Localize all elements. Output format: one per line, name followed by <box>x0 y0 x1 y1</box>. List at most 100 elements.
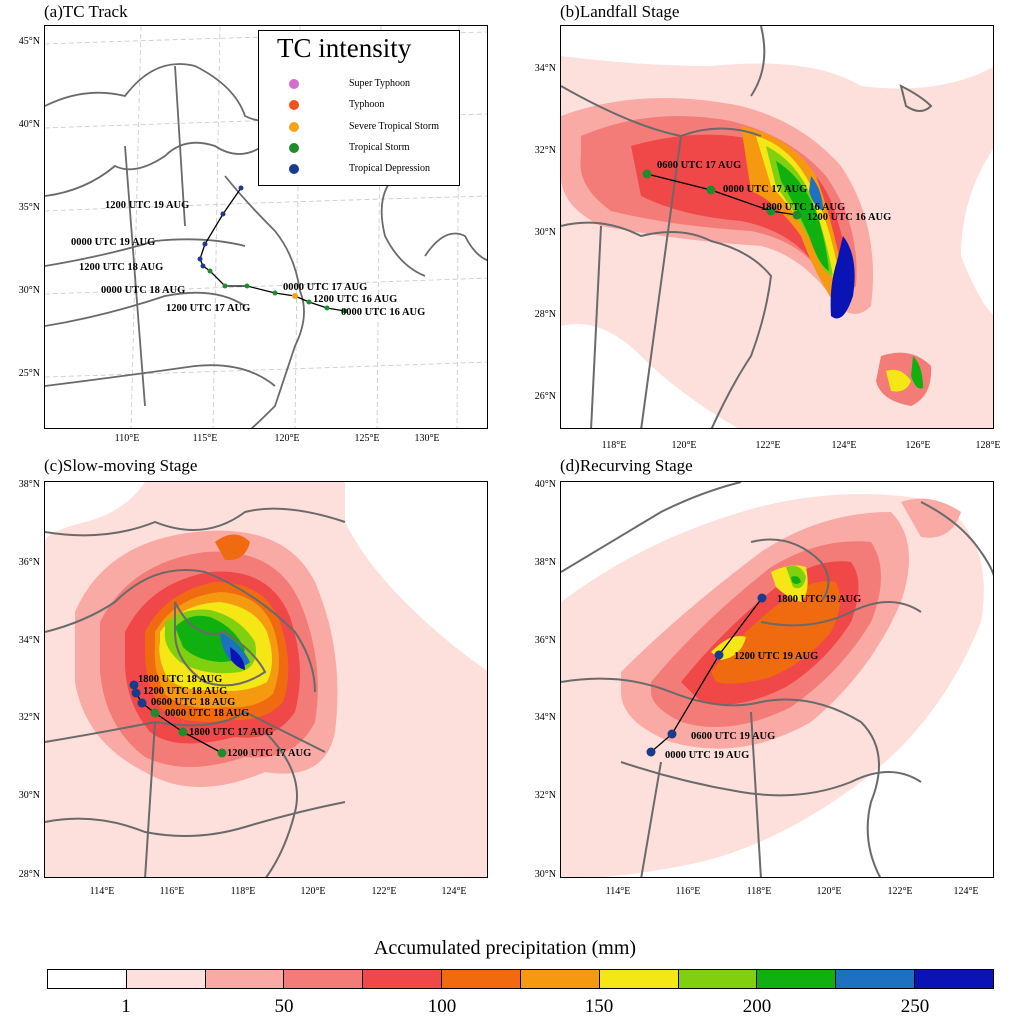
colorbar-segment <box>836 970 916 988</box>
x-tick: 128°E <box>975 440 1001 451</box>
colorbar-segment <box>126 970 206 988</box>
colorbar-segment <box>599 970 679 988</box>
y-tick: 28°N <box>534 309 556 320</box>
y-tick: 40°N <box>534 479 556 490</box>
panel-b-map: 0600 UTC 17 AUG 0000 UTC 17 AUG 1800 UTC… <box>560 25 994 429</box>
track-label: 0600 UTC 18 AUG <box>151 697 235 708</box>
y-tick: 25°N <box>18 368 40 379</box>
track-label: 1800 UTC 16 AUG <box>761 202 845 213</box>
y-tick: 30°N <box>534 227 556 238</box>
y-tick: 30°N <box>18 790 40 801</box>
tropical-depression-dot-icon <box>289 163 299 174</box>
colorbar-segment <box>678 970 758 988</box>
legend-item-severe-tropical-storm: Severe Tropical Storm <box>289 121 439 132</box>
x-tick: 126°E <box>905 440 931 451</box>
track-label: 0600 UTC 19 AUG <box>691 731 775 742</box>
tropical-storm-dot-icon <box>289 142 299 153</box>
track-label: 1200 UTC 16 AUG <box>807 212 891 223</box>
y-tick: 34°N <box>18 635 40 646</box>
colorbar-segment <box>48 970 127 988</box>
x-tick: 114°E <box>605 886 631 897</box>
y-tick: 30°N <box>534 869 556 880</box>
colorbar-label: 1 <box>121 996 131 1017</box>
panel-b-track: 0600 UTC 17 AUG 0000 UTC 17 AUG 1800 UTC… <box>642 160 891 223</box>
x-tick: 120°E <box>816 886 842 897</box>
y-tick: 45°N <box>18 36 40 47</box>
legend-item-super-typhoon: Super Typhoon <box>289 78 410 89</box>
track-label: 0000 UTC 19 AUG <box>665 750 749 761</box>
x-tick: 118°E <box>746 886 772 897</box>
track-label: 0000 UTC 17 AUG <box>283 282 367 293</box>
x-tick: 118°E <box>230 886 256 897</box>
y-tick: 40°N <box>18 119 40 130</box>
y-tick: 32°N <box>18 712 40 723</box>
x-tick: 120°E <box>671 440 697 451</box>
legend-title: TC intensity <box>277 33 412 63</box>
legend-item-tropical-depression: Tropical Depression <box>289 163 430 174</box>
x-tick: 120°E <box>300 886 326 897</box>
colorbar-label: 150 <box>584 996 614 1017</box>
colorbar-segment <box>363 970 443 988</box>
y-tick: 34°N <box>534 712 556 723</box>
track-label: 1200 UTC 19 AUG <box>734 651 818 662</box>
colorbar-title: Accumulated precipitation (mm) <box>373 937 637 959</box>
y-tick: 36°N <box>18 557 40 568</box>
y-tick: 35°N <box>18 202 40 213</box>
x-tick: 110°E <box>114 433 140 444</box>
track-label: 1800 UTC 19 AUG <box>777 594 861 605</box>
y-tick: 36°N <box>534 635 556 646</box>
y-tick: 30°N <box>18 285 40 296</box>
x-tick: 120°E <box>274 433 300 444</box>
track-label: 1200 UTC 18 AUG <box>143 686 227 697</box>
panel-c-precip-field <box>45 482 487 877</box>
x-tick: 122°E <box>887 886 913 897</box>
panel-d-title: (d)Recurving Stage <box>560 456 693 475</box>
y-tick: 28°N <box>18 869 40 880</box>
track-label: 0000 UTC 18 AUG <box>101 285 185 296</box>
severe-tropical-storm-dot-icon <box>289 121 299 132</box>
track-label: 0000 UTC 17 AUG <box>723 184 807 195</box>
panel-b-title: (b)Landfall Stage <box>560 2 680 21</box>
typhoon-dot-icon <box>289 99 299 110</box>
x-tick: 116°E <box>675 886 701 897</box>
x-tick: 115°E <box>192 433 218 444</box>
legend-item-tropical-storm: Tropical Storm <box>289 142 409 153</box>
colorbar-segment <box>205 970 285 988</box>
colorbar <box>47 969 994 989</box>
y-tick: 38°N <box>534 557 556 568</box>
panel-d-track: 1800 UTC 19 AUG 1200 UTC 19 AUG 0600 UTC… <box>646 593 861 761</box>
colorbar-segment <box>520 970 600 988</box>
x-tick: 122°E <box>755 440 781 451</box>
x-tick: 122°E <box>371 886 397 897</box>
track-label: 0000 UTC 19 AUG <box>71 237 155 248</box>
track-label: 0000 UTC 16 AUG <box>341 307 425 318</box>
y-tick: 38°N <box>18 479 40 490</box>
panel-d-map: 1800 UTC 19 AUG 1200 UTC 19 AUG 0600 UTC… <box>560 481 994 878</box>
panel-b-precip-field <box>561 26 993 428</box>
x-tick: 114°E <box>89 886 115 897</box>
colorbar-label: 100 <box>427 996 457 1017</box>
y-tick: 32°N <box>534 145 556 156</box>
track-label: 1200 UTC 19 AUG <box>105 200 189 211</box>
x-tick: 124°E <box>953 886 979 897</box>
colorbar-label: 250 <box>900 996 930 1017</box>
colorbar-segment <box>284 970 364 988</box>
track-label: 1200 UTC 16 AUG <box>313 294 397 305</box>
colorbar-label: 200 <box>742 996 772 1017</box>
panel-d-precip-field <box>561 482 993 877</box>
track-label: 0600 UTC 17 AUG <box>657 160 741 171</box>
y-tick: 34°N <box>534 63 556 74</box>
panel-a-track: 1200 UTC 19 AUG 0000 UTC 19 AUG 1200 UTC… <box>71 185 425 318</box>
panel-c-track: 1800 UTC 18 AUG 1200 UTC 18 AUG 0600 UTC… <box>129 674 311 759</box>
track-label: 1800 UTC 17 AUG <box>189 727 273 738</box>
panel-c-title: (c)Slow-moving Stage <box>44 456 198 475</box>
x-tick: 125°E <box>354 433 380 444</box>
y-tick: 32°N <box>534 790 556 801</box>
x-tick: 124°E <box>831 440 857 451</box>
panel-a-title: (a)TC Track <box>44 2 128 21</box>
track-label: 1200 UTC 17 AUG <box>166 303 250 314</box>
colorbar-label: 50 <box>274 996 294 1017</box>
legend-item-typhoon: Typhoon <box>289 99 384 110</box>
super-typhoon-dot-icon <box>289 78 299 89</box>
track-label: 1200 UTC 17 AUG <box>227 748 311 759</box>
